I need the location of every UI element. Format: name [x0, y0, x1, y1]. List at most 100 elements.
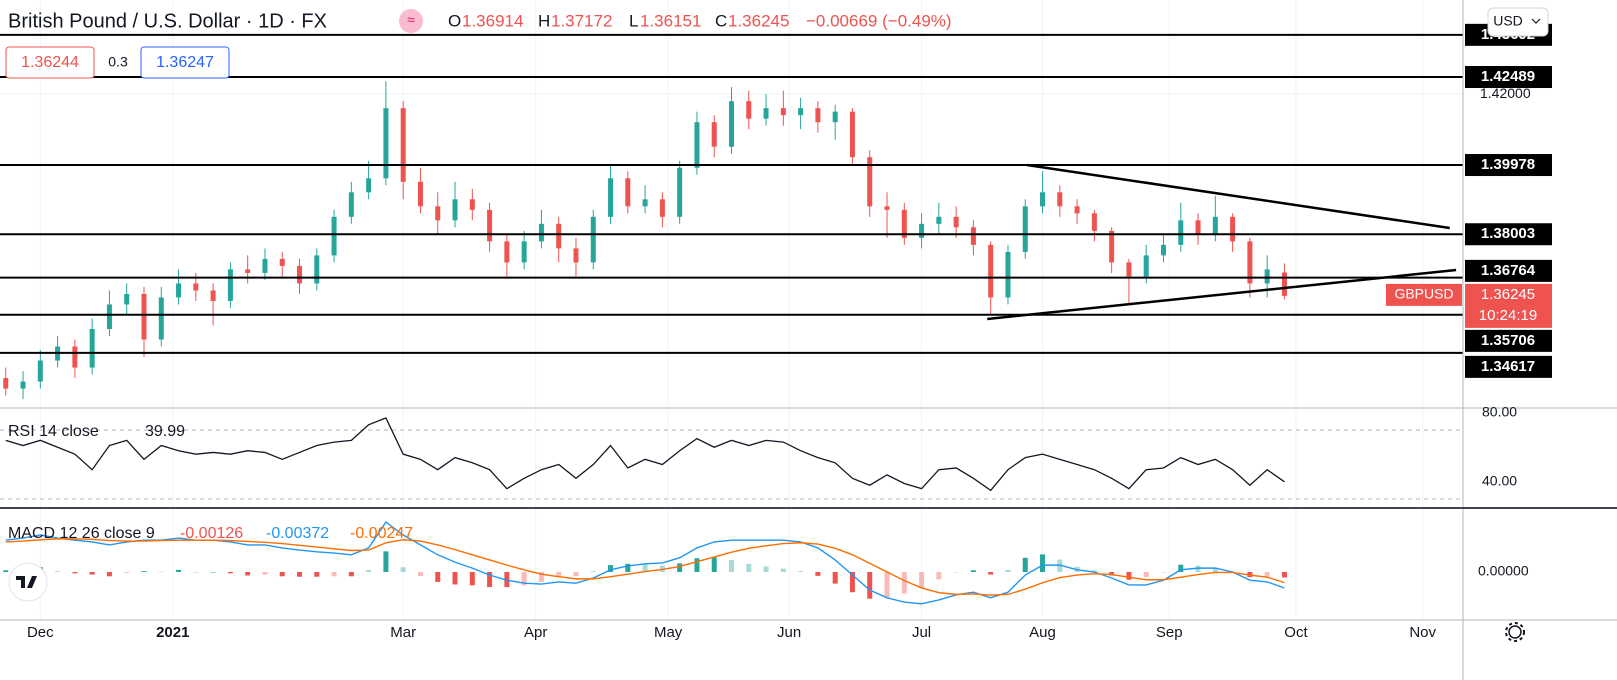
rsi-line	[5, 417, 1285, 492]
tv-logo-mark	[16, 576, 37, 588]
macd-hist-value: -0.00126	[180, 525, 243, 542]
candle-body	[366, 178, 372, 193]
macd-histogram-bar	[141, 571, 147, 572]
candle-body	[383, 108, 389, 179]
macd-histogram-bar	[573, 572, 579, 577]
macd-histogram-bar	[124, 572, 130, 573]
candle-body	[314, 255, 320, 284]
macd-histogram-bar	[487, 572, 493, 588]
ohlc-value: 1.36245	[728, 11, 789, 30]
candle-body	[452, 199, 458, 221]
gear-ring	[1508, 625, 1522, 639]
macd-histogram-bar	[1040, 554, 1046, 572]
candle-body	[988, 244, 994, 298]
candle-body	[89, 328, 95, 368]
level-label-bg	[1465, 355, 1552, 378]
macd-histogram-bar	[193, 572, 199, 573]
macd-histogram-bar	[798, 571, 804, 572]
macd-histogram-bar	[556, 572, 562, 578]
macd-histogram-bar	[331, 572, 337, 577]
x-tick-label: Oct	[1284, 624, 1308, 641]
macd-histogram-bar	[314, 572, 320, 577]
candle-body	[867, 157, 873, 207]
macd-histogram-bar	[919, 572, 925, 588]
candle-body	[746, 101, 752, 119]
candle-body	[124, 293, 130, 305]
candle-body	[141, 293, 147, 340]
level-label: 1.35706	[1481, 332, 1535, 349]
macd-histogram-bar	[1091, 570, 1097, 572]
candle-body	[504, 241, 510, 263]
x-tick-label: Sep	[1156, 624, 1183, 641]
macd-histogram-bar	[1212, 567, 1218, 572]
macd-histogram-bar	[642, 564, 648, 572]
macd-histogram-bar	[832, 572, 838, 584]
candle-body	[469, 199, 475, 210]
price-tag	[1465, 283, 1552, 328]
buy-button[interactable]	[140, 46, 230, 79]
source-icon[interactable]	[399, 9, 423, 33]
legend-header: British Pound / U.S. Dollar · 1D · FX ≈ …	[5, 7, 1549, 642]
x-tick-label: Apr	[524, 624, 547, 641]
ohlc-label: O	[448, 11, 461, 30]
macd-histogram-bar	[625, 563, 631, 572]
candle-body	[521, 241, 527, 263]
candle-body	[694, 122, 700, 168]
sell-button[interactable]	[5, 46, 95, 79]
macd-histogram-bar	[262, 572, 268, 575]
macd-histogram-bar	[297, 572, 303, 577]
candle-body	[901, 209, 907, 238]
axis: Dec 2021 Mar Apr May Jun Jul Aug Sep Oct Nov 1.4200…	[27, 23, 1552, 641]
candle-body	[1126, 262, 1132, 277]
macd-histogram-bar	[746, 563, 752, 572]
candle-body	[20, 381, 26, 389]
candle-body	[832, 111, 838, 123]
candle-body	[1212, 216, 1218, 235]
marks	[3, 81, 1287, 605]
trend-line	[1026, 163, 1450, 230]
macd-histogram-bar	[400, 567, 406, 572]
candle-body	[417, 181, 423, 207]
settings-gear[interactable]	[1505, 622, 1525, 642]
candle-body	[348, 192, 354, 217]
level-label: 1.42489	[1481, 68, 1535, 85]
candle-body	[176, 283, 182, 298]
level-label-bg	[1465, 223, 1552, 246]
candle-body	[1143, 255, 1149, 277]
candle-body	[608, 178, 614, 217]
macd-histogram-bar	[452, 572, 458, 585]
dropdown-caret	[1531, 18, 1541, 24]
source-icon-glyph: ≈	[407, 12, 415, 28]
macd-histogram-bar	[729, 559, 734, 572]
x-tick-label: Jul	[912, 624, 931, 641]
macd-histogram-bar	[89, 572, 95, 575]
y-tick-label: 40.00	[1482, 472, 1517, 488]
candle-body	[1040, 192, 1046, 207]
candle-body	[3, 378, 9, 389]
candle-body	[435, 206, 441, 221]
candle-body	[487, 209, 493, 242]
y-tick-label: 80.00	[1482, 403, 1517, 419]
macd-histogram-bar	[780, 568, 786, 572]
candle-body	[1230, 216, 1236, 242]
macd-histogram-bar	[106, 572, 112, 577]
macd-histogram-bar	[1022, 557, 1028, 572]
rsi-value: 39.99	[145, 423, 185, 440]
x-tick-label: May	[654, 624, 683, 641]
candle-body	[262, 258, 268, 273]
level-label-bg	[1465, 329, 1552, 352]
candle-body	[538, 223, 544, 242]
macd-histogram-bar	[608, 565, 614, 572]
macd-histogram-bar	[1160, 572, 1166, 573]
currency-button[interactable]	[1487, 7, 1549, 37]
tv-logo[interactable]	[8, 562, 48, 602]
candle-body	[1022, 206, 1028, 252]
macd-histogram-bar	[348, 572, 354, 577]
macd-histogram-bar	[1281, 572, 1287, 578]
level-label-bg	[1465, 259, 1552, 282]
candle-body	[210, 290, 216, 301]
candle-body	[677, 167, 683, 217]
macd-histogram-bar	[538, 572, 544, 582]
macd-histogram-bar	[279, 572, 285, 577]
